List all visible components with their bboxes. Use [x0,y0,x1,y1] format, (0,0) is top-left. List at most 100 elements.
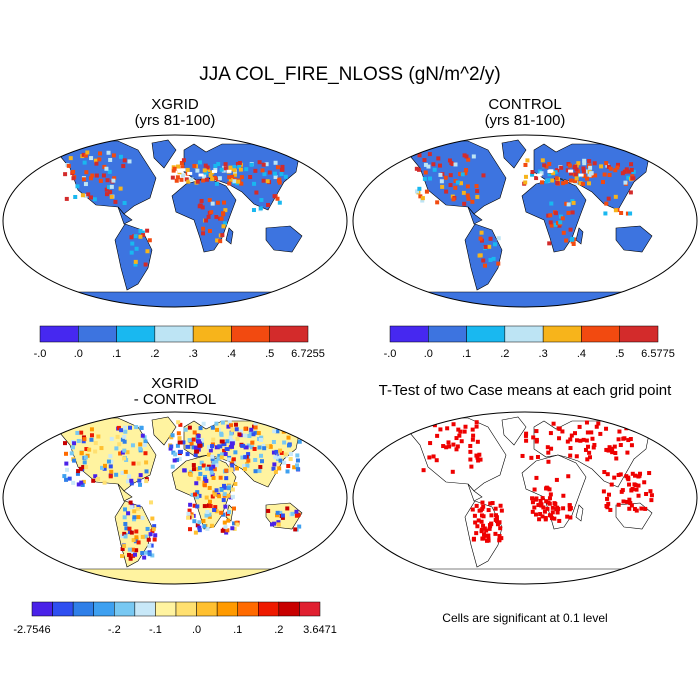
grid-cell [588,455,593,460]
grid-cell [108,190,113,195]
grid-cell [260,168,265,173]
colorbar-swatch [237,601,259,617]
map-frame-xgrid [2,134,348,308]
grid-cell [466,157,471,162]
grid-cell [568,169,574,173]
grid-cell [494,515,499,520]
grid-cell [482,526,487,531]
grid-cell [229,438,234,443]
map-panel-ttest [352,411,698,585]
grid-cell [553,222,558,227]
grid-cell [119,428,124,433]
grid-cell [226,493,231,498]
grid-cell [296,422,301,427]
grid-cell [98,151,103,156]
grid-cell [435,200,440,205]
grid-cell [135,506,140,511]
grid-cell [549,446,554,451]
grid-cell [479,230,484,235]
grid-cell [605,505,610,510]
colorbar-swatch [428,325,467,343]
grid-cell [549,516,554,521]
colorbar-swatch [619,325,659,343]
grid-cell [269,522,274,527]
grid-cell [603,211,608,216]
grid-cell [534,475,539,480]
grid-cell [257,468,262,473]
grid-cell [458,429,463,434]
grid-cell [69,451,74,456]
grid-cell [79,450,84,455]
grid-cell [203,474,208,479]
grid-cell [222,520,227,525]
grid-cell [127,547,132,552]
grid-cell [617,429,622,434]
grid-cell [209,470,214,475]
colorbar-swatch [155,601,177,617]
grid-cell [438,427,443,432]
colorbar-swatch [542,325,582,343]
grid-cell [96,476,101,481]
grid-cell [586,444,591,449]
colorbar-label: .2 [150,348,159,360]
grid-cell [428,441,433,446]
grid-cell [479,238,484,243]
grid-cell [209,523,214,528]
colorbar-swatch [134,601,156,617]
grid-cell [498,526,503,531]
grid-cell [243,433,248,438]
grid-cell [478,457,483,462]
grid-cell [449,161,454,166]
grid-cell [417,167,422,172]
grid-cell [271,450,276,455]
grid-cell [195,523,200,528]
grid-cell [102,466,107,471]
grid-cell [600,180,605,185]
grid-cell [229,444,235,449]
grid-cell [547,513,552,518]
grid-cell [103,463,108,468]
colorbar-swatch [581,325,620,343]
grid-cell [568,437,573,442]
colorbar-label: .1 [233,624,242,636]
grid-cell [99,446,104,451]
grid-cell [592,442,597,447]
grid-cell [207,228,212,233]
grid-cell [143,439,148,444]
grid-cell [548,220,553,225]
grid-cell [105,178,110,183]
grid-cell [93,441,98,446]
colorbar-swatch [93,601,115,617]
grid-cell [558,220,563,225]
colorbar-swatch [114,601,136,617]
grid-cell [573,178,578,183]
grid-cell [557,223,562,228]
grid-cell [214,459,219,464]
grid-cell [209,210,214,215]
grid-cell [116,425,121,430]
grid-cell [297,439,302,444]
colorbar-swatch [269,325,309,343]
grid-cell [213,505,218,510]
grid-cell [245,463,250,468]
grid-cell [615,165,620,170]
grid-cell [267,170,272,175]
colorbar-swatch [278,601,300,617]
grid-cell [220,452,225,457]
grid-cell [196,476,201,481]
grid-cell [234,427,239,432]
grid-cell [215,427,220,432]
grid-cell [250,440,255,445]
grid-cell [136,461,141,466]
grid-cell [613,194,618,199]
grid-cell [540,158,545,163]
grid-cell [431,454,436,459]
grid-cell [573,172,578,177]
grid-cell [455,180,460,185]
grid-cell [230,174,235,179]
grid-cell [414,166,419,171]
grid-cell [80,193,85,198]
grid-cell [145,526,150,531]
grid-cell [138,442,143,447]
grid-cell [140,230,145,235]
